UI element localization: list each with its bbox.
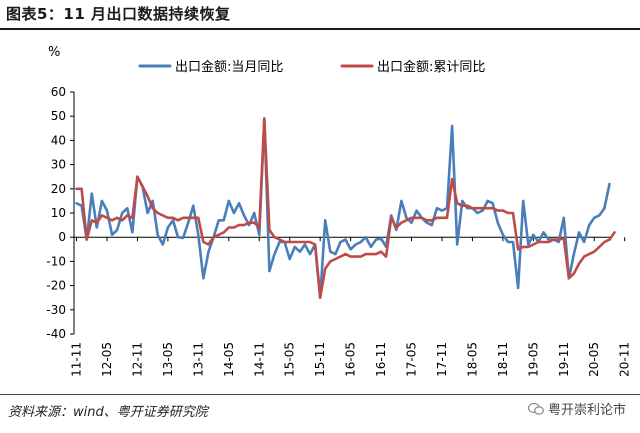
legend-label-monthly: 出口金额:当月同比 (175, 59, 283, 75)
series-layer (75, 117, 616, 300)
y-tick-label: 50 (51, 109, 66, 123)
y-tick-label: 10 (51, 206, 66, 220)
legend-label-cumulative: 出口金额:累计同比 (377, 59, 485, 75)
x-tick-label: 15-05 (283, 342, 297, 377)
x-tick-label: 11-11 (70, 342, 84, 377)
x-tick-label: 18-05 (465, 342, 479, 377)
y-tick-label: -40 (46, 327, 66, 341)
x-tick-label: 17-05 (405, 342, 419, 377)
x-tick-label: 19-05 (526, 342, 540, 377)
x-tick-label: 13-05 (161, 342, 175, 377)
y-axis-unit: % (48, 45, 60, 60)
x-tick-label: 12-11 (130, 342, 144, 377)
x-tick-label: 16-11 (374, 342, 388, 377)
x-tick-label: 19-11 (557, 342, 571, 377)
x-tick-label: 18-11 (496, 342, 510, 377)
x-tick-label: 14-11 (252, 342, 266, 377)
y-tick-label: 30 (51, 158, 66, 172)
x-tick-label: 13-11 (191, 342, 205, 377)
y-tick-label: 40 (51, 133, 66, 147)
line-chart: 出口金额:当月同比 出口金额:累计同比 % 60 50 40 30 20 10 0 -10 -2… (46, 45, 631, 377)
chart-title: 图表5：11 月出口数据持续恢复 (6, 5, 231, 23)
series-line-cumulative (75, 117, 616, 300)
y-tick-label: 60 (51, 85, 66, 99)
watermark-text: 粤开崇利论市 (547, 403, 626, 418)
y-tick-label: -10 (46, 254, 66, 268)
bottom-rule (0, 394, 640, 395)
x-tick-label: 14-05 (222, 342, 236, 377)
watermark: 粤开崇利论市 (527, 399, 626, 418)
wechat-icon (527, 402, 544, 415)
source-note: 资料来源：wind、粤开证券研究院 (8, 405, 208, 420)
x-tick-label: 17-11 (435, 342, 449, 377)
y-tick-label: 20 (51, 182, 66, 196)
x-tick-label: 16-05 (344, 342, 358, 377)
series-line-monthly (75, 117, 611, 300)
title-rule (0, 28, 640, 30)
x-tick-label: 12-05 (100, 342, 114, 377)
x-tick-label: 20-11 (618, 342, 632, 377)
x-tick-label: 20-05 (587, 342, 601, 377)
x-tick-label: 15-11 (313, 342, 327, 377)
y-tick-label: -30 (46, 303, 66, 317)
y-tick-label: -20 (46, 279, 66, 293)
axes: 60 50 40 30 20 10 0 -10 -20 -30 -40 11-11 12-05 12-11… (46, 85, 631, 377)
legend: 出口金额:当月同比 出口金额:累计同比 (138, 59, 485, 75)
y-tick-label: 0 (58, 230, 66, 244)
